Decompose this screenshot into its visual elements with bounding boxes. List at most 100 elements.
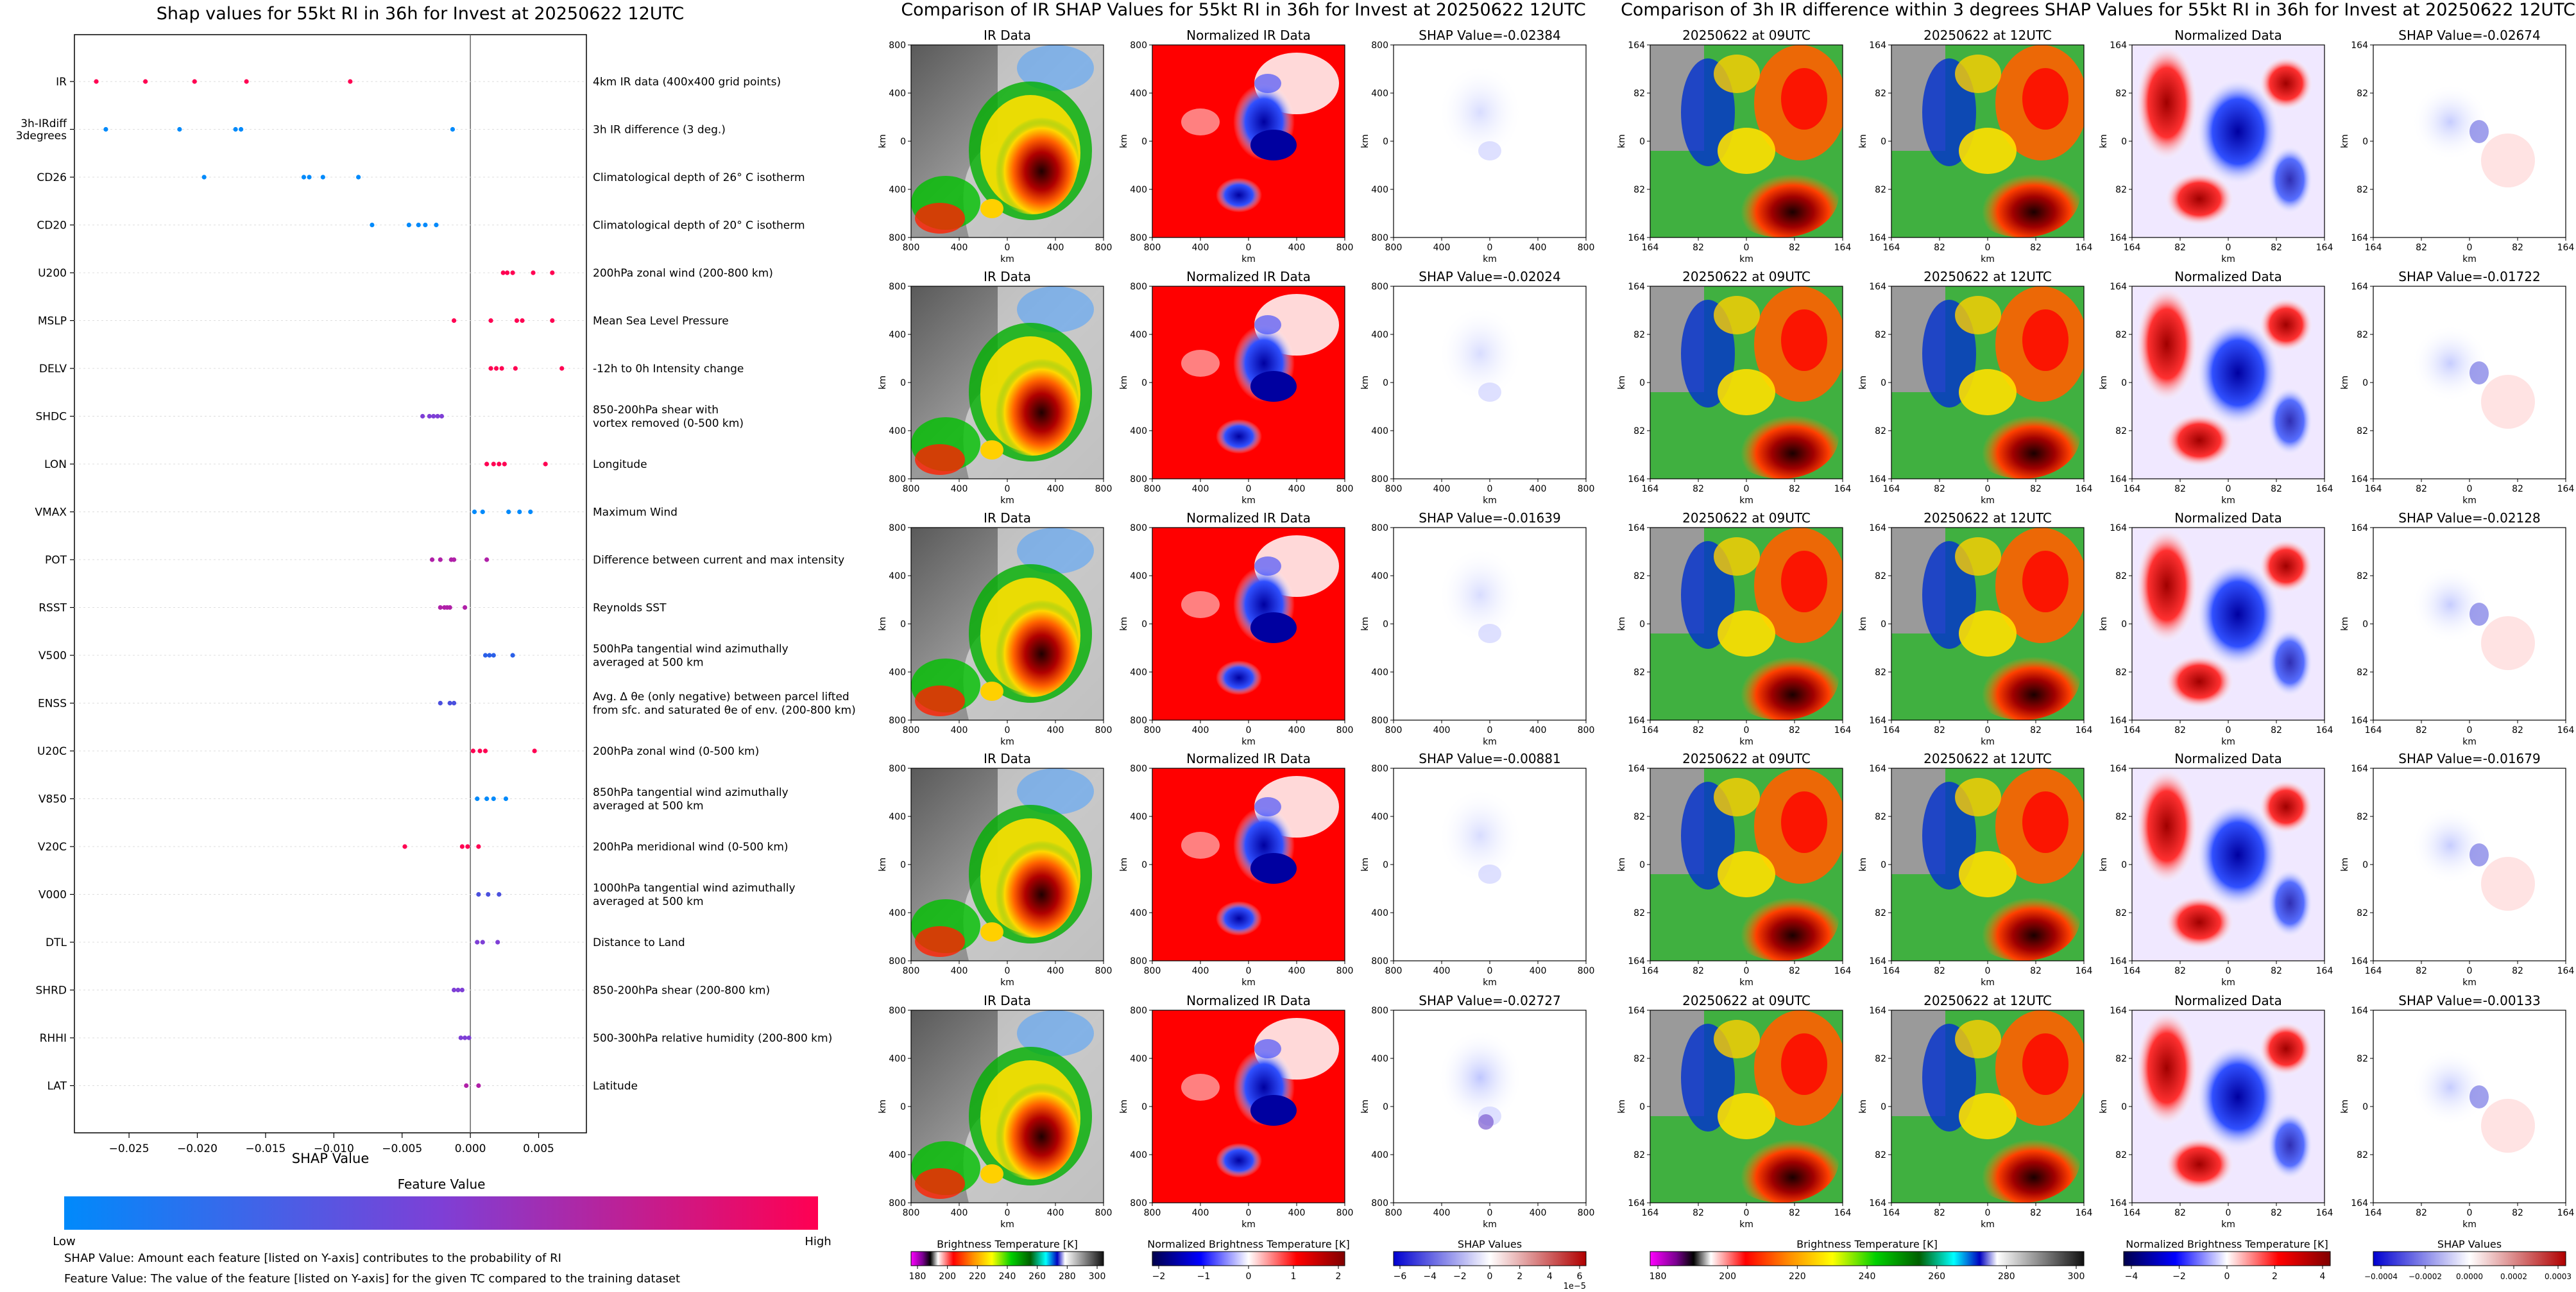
y-tick-label: 400: [1130, 89, 1147, 99]
panel-frame: [1650, 527, 1843, 721]
x-tick-label: 82: [1934, 243, 1945, 253]
panel-frame: [910, 286, 1104, 479]
shap-point: [476, 844, 481, 849]
x-tick-label: 82: [2416, 243, 2427, 253]
panel-title: SHAP Value=-0.02384: [1419, 28, 1560, 43]
shap-point: [476, 891, 481, 897]
y-tick-label: 400: [1130, 330, 1147, 340]
diff-colorbars: Brightness Temperature [K]180 200 220 240 26…: [1650, 1238, 2572, 1282]
y-tick-label: 0: [1383, 860, 1388, 870]
x-axis-label: km: [1483, 737, 1497, 747]
x-tick-label: 82: [1934, 1208, 1945, 1218]
x-tick-label: 400: [1288, 966, 1306, 976]
y-tick-label: 164: [2110, 282, 2127, 292]
shap-point: [550, 318, 555, 323]
colorbar-title: Feature Value: [398, 1176, 486, 1192]
y-tick-label: 800: [1130, 40, 1147, 51]
x-tick-label: 164: [2316, 725, 2333, 736]
x-tick-label: 400: [1047, 725, 1064, 736]
panel-frame: [1891, 44, 2085, 238]
y-tick-label: 0: [1881, 378, 1886, 388]
x-tick-label: 800: [903, 725, 920, 736]
y-tick-label: 400: [1130, 571, 1147, 581]
shap-plot-frame: [74, 34, 587, 1133]
feature-description-label: -12h to 0h Intensity change: [593, 363, 744, 375]
y-tick-label: 800: [1130, 716, 1147, 726]
shap-point: [434, 222, 439, 228]
colorbar-tick-label: 280: [1059, 1271, 1076, 1282]
shap-point: [451, 987, 457, 993]
x-tick-label: 800: [1578, 484, 1595, 494]
colorbar-tick-label: 260: [1028, 1271, 1046, 1282]
x-axis-label: km: [1981, 737, 1995, 747]
colorbar-tick-label: 0: [2224, 1271, 2230, 1282]
y-tick-label: 400: [1371, 812, 1388, 822]
y-tick-label: 82: [1875, 426, 1886, 436]
panel-frame: [1891, 768, 2085, 961]
x-tick-label: 0: [2467, 484, 2473, 494]
shap-point: [480, 940, 485, 945]
y-tick-label: 400: [1130, 1150, 1147, 1160]
x-tick-label: −0.005: [382, 1142, 422, 1155]
y-axis-label: km: [1617, 857, 1627, 872]
shap-point: [477, 748, 482, 754]
shap-point: [497, 891, 502, 897]
panel-title: 20250622 at 09UTC: [1682, 28, 1811, 43]
y-tick-label: 0: [1141, 860, 1147, 870]
x-tick-label: 0: [1246, 243, 1252, 253]
x-tick-label: 0: [2467, 966, 2473, 976]
y-tick-label: 400: [1371, 89, 1388, 99]
panel-title: SHAP Value=-0.01722: [2398, 269, 2540, 284]
y-tick-label: 82: [2115, 185, 2127, 195]
x-tick-label: 800: [1144, 725, 1161, 736]
x-tick-label: 0: [1744, 966, 1750, 976]
y-tick-label: 0: [1141, 1102, 1147, 1112]
y-tick-label: 164: [1869, 956, 1886, 967]
shap-point: [420, 413, 425, 419]
x-tick-label: 0.005: [523, 1142, 554, 1155]
y-tick-label: 0: [2362, 137, 2368, 147]
panel-frame: [1393, 527, 1587, 721]
x-tick-label: 82: [1789, 243, 1800, 253]
shap-point: [528, 509, 533, 515]
panel-frame: [1152, 44, 1345, 238]
feature-name-label: V000: [38, 889, 67, 902]
y-tick-label: 0: [1639, 619, 1645, 630]
x-tick-label: 800: [903, 484, 920, 494]
shap-title: Shap values for 55kt RI in 36h for Inves…: [157, 4, 685, 24]
panel-frame: [2373, 286, 2566, 479]
panel-title: 20250622 at 12UTC: [1923, 28, 2052, 43]
x-tick-label: 400: [1530, 484, 1547, 494]
x-tick-label: 0: [2226, 725, 2231, 736]
x-tick-label: 800: [1336, 725, 1354, 736]
y-axis-label: km: [2099, 857, 2109, 872]
y-tick-label: 800: [889, 716, 906, 726]
y-tick-label: 164: [1628, 764, 1645, 774]
panel-frame: [1393, 1010, 1587, 1203]
x-tick-label: 400: [1288, 1208, 1306, 1218]
x-tick-label: 164: [1834, 966, 1852, 976]
y-tick-label: 164: [1869, 523, 1886, 533]
panel-title: 20250622 at 09UTC: [1682, 751, 1811, 766]
feature-name-label: MSLP: [38, 315, 67, 328]
panel-frame: [910, 527, 1104, 721]
shap-point: [500, 270, 506, 275]
y-tick-label: 800: [889, 764, 906, 774]
x-tick-label: 164: [2365, 725, 2382, 736]
y-tick-label: 800: [1130, 1198, 1147, 1209]
x-tick-label: 82: [2271, 484, 2282, 494]
panel-frame: [2131, 1010, 2325, 1203]
panel-frame: [2373, 527, 2566, 721]
shap-point: [503, 796, 509, 802]
colorbar-label: Brightness Temperature [K]: [1796, 1238, 1938, 1250]
note-shap-value: SHAP Value: Amount each feature [listed …: [64, 1252, 561, 1265]
y-axis-label: km: [1360, 375, 1370, 390]
y-tick-label: 82: [2357, 812, 2368, 822]
shap-point: [103, 126, 108, 132]
feature-description-label: 850-200hPa shear (200-800 km): [593, 985, 770, 997]
x-axis-label: km: [2221, 737, 2235, 747]
y-tick-label: 800: [889, 233, 906, 243]
panel-title: Normalized IR Data: [1186, 269, 1311, 284]
